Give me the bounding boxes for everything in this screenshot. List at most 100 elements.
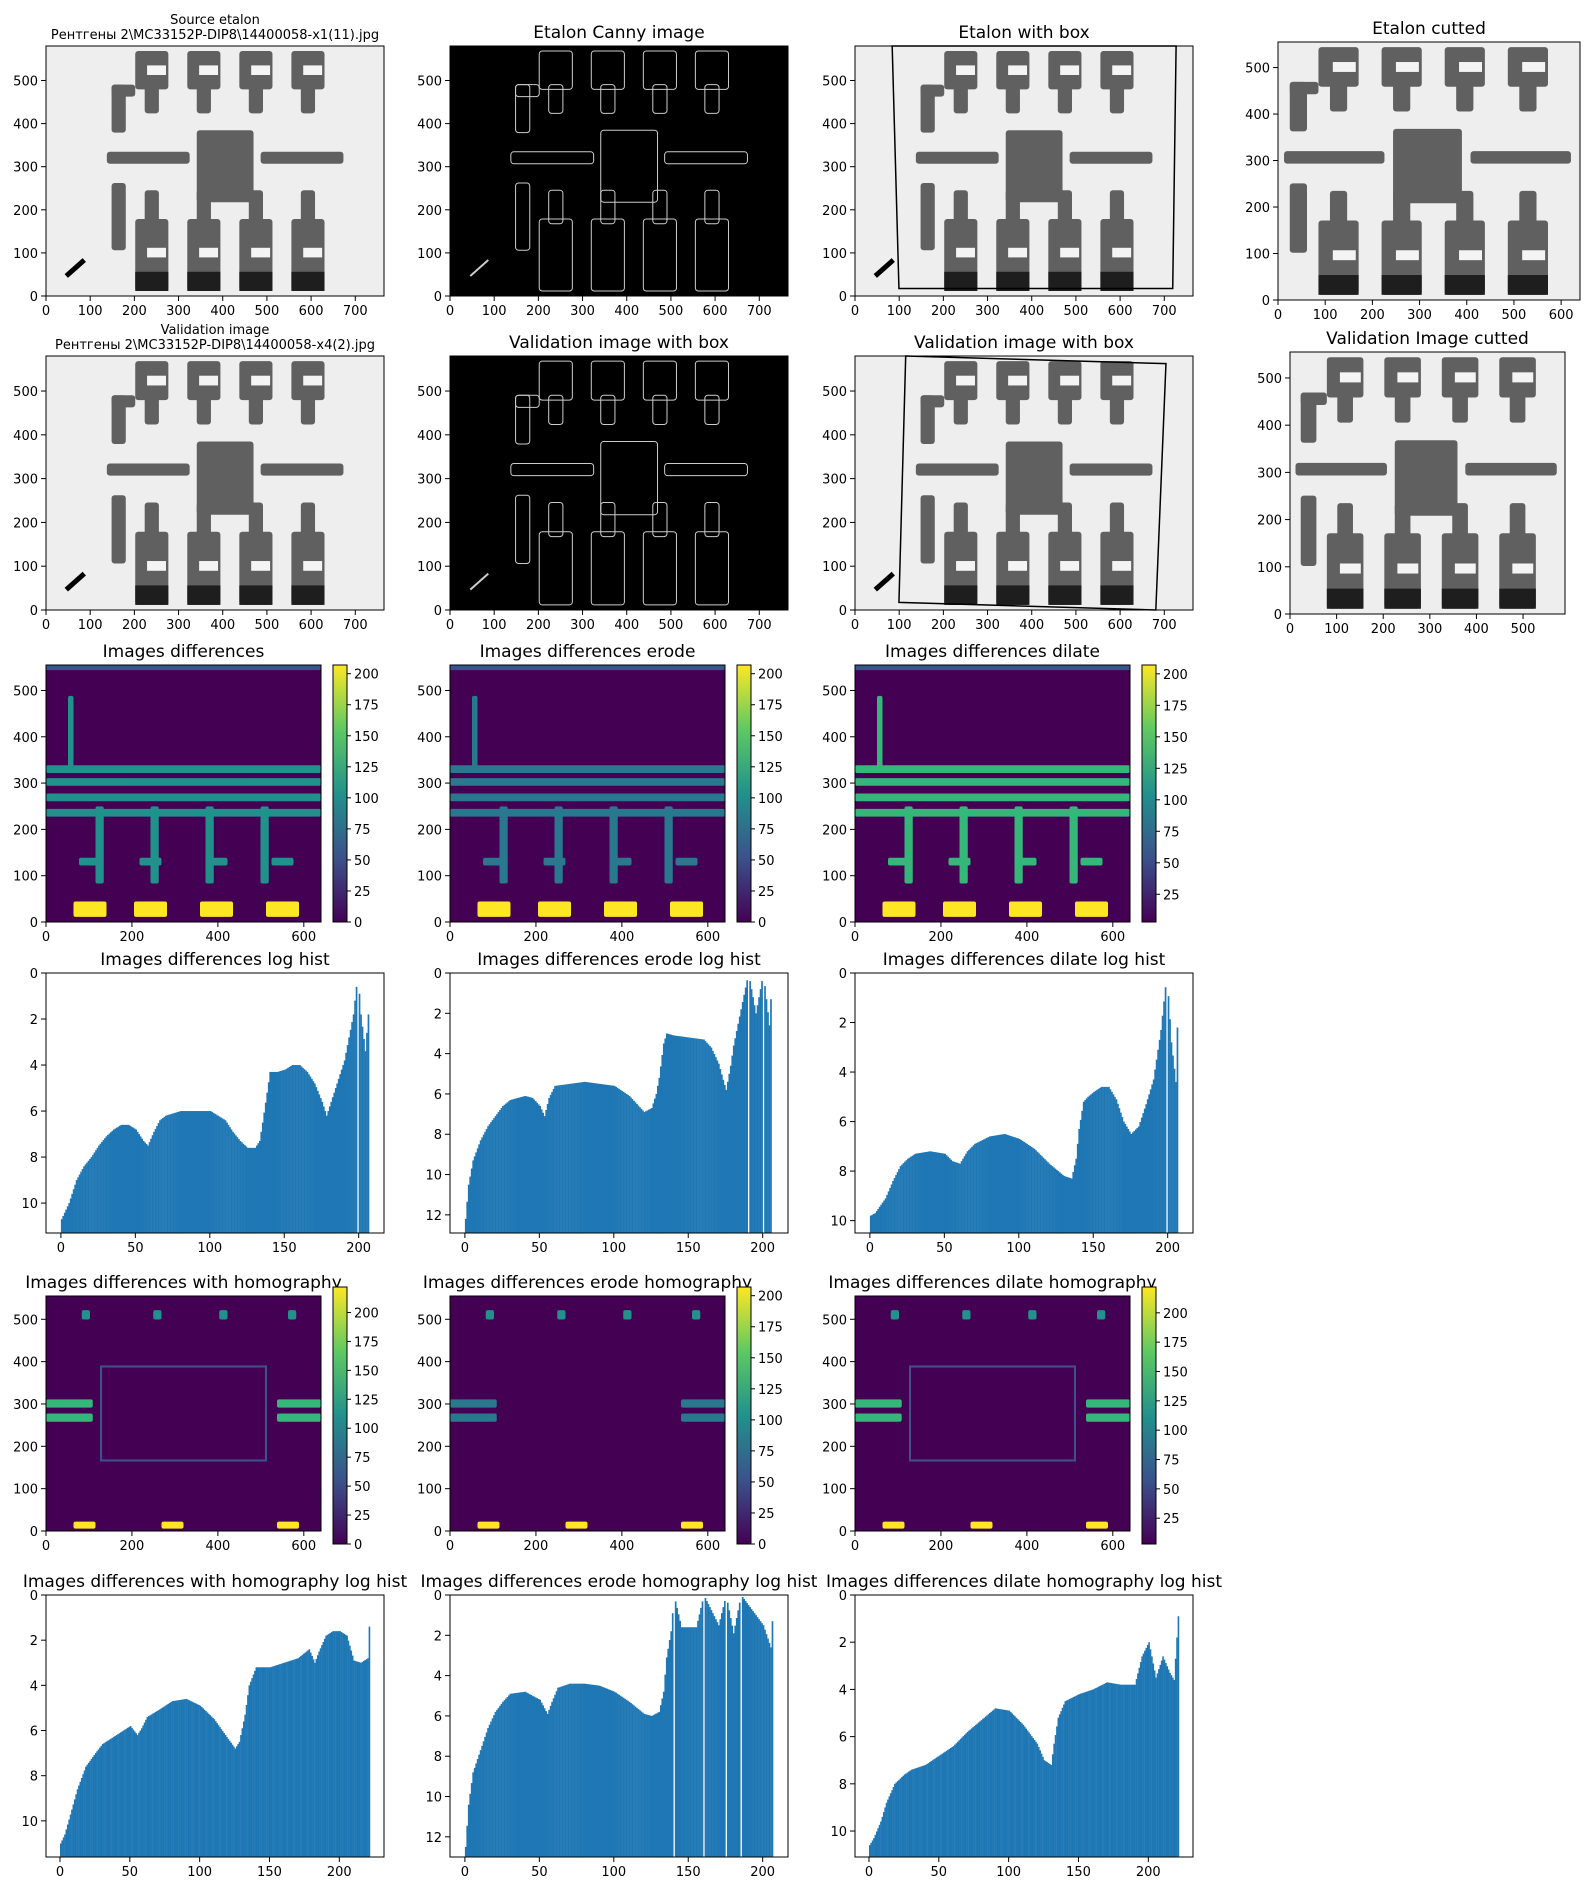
histogram-bar <box>910 1156 912 1233</box>
x-tick-label: 500 <box>255 618 280 633</box>
histogram-bar <box>1032 1738 1034 1857</box>
x-tick-label: 150 <box>257 1865 282 1880</box>
histogram-bar <box>1120 1112 1122 1233</box>
histogram-bar <box>962 1158 964 1233</box>
foot-difference <box>565 1521 588 1529</box>
top-lead-neck <box>600 394 616 425</box>
histogram-bar <box>353 1660 355 1857</box>
histogram-bar <box>557 1687 559 1857</box>
histogram-bar <box>1117 1684 1120 1857</box>
histogram-bar <box>1087 1096 1089 1233</box>
histogram-bar <box>331 1097 334 1233</box>
histogram-bar <box>948 1748 951 1857</box>
histogram-bar <box>984 1716 987 1857</box>
panel-source-etalon: 0 100 200 300 400 500 600 7000100200300400500So… <box>13 13 385 319</box>
histogram-bar <box>325 1635 327 1857</box>
histogram-bar <box>749 981 751 1233</box>
die-pad <box>1005 441 1063 515</box>
histogram-bar <box>215 1114 218 1233</box>
histogram-bar <box>688 1037 690 1233</box>
histogram-bar <box>1103 1086 1106 1233</box>
y-tick-label: 300 <box>822 1398 847 1413</box>
x-tick-label: 400 <box>210 304 235 319</box>
y-tick-label: 200 <box>1245 201 1270 216</box>
histogram-bar <box>986 1137 988 1233</box>
y-tick-label: 300 <box>822 777 847 792</box>
bottom-lead-neck <box>1329 190 1348 226</box>
histogram-bar <box>716 1622 719 1857</box>
histogram-bar <box>903 1774 906 1857</box>
histogram-bar <box>464 1846 467 1857</box>
histogram-bar <box>301 1654 304 1857</box>
left-frame-bottom <box>515 182 531 251</box>
y-tick-label: 6 <box>839 1116 847 1131</box>
lead-hole <box>303 65 323 75</box>
histogram-bar <box>303 1069 306 1233</box>
histogram-bar <box>586 1684 589 1857</box>
histogram-bar <box>1011 1136 1014 1233</box>
y-tick-label: 4 <box>434 1048 442 1063</box>
histogram-bar <box>1057 1717 1060 1857</box>
histogram-bar <box>560 1085 562 1233</box>
histogram-bar <box>496 1114 498 1233</box>
lead-difference <box>205 806 214 884</box>
bottom-lead-neck <box>652 502 668 538</box>
histogram-bar <box>1032 1147 1034 1233</box>
histogram-bar <box>872 1214 875 1233</box>
top-lead-neck <box>196 395 211 425</box>
histogram-bar <box>1151 1084 1153 1233</box>
panel-validation: 0 100 200 300 400 500 600 7000100200300400500Va… <box>13 323 385 633</box>
histogram-bar <box>698 1614 701 1857</box>
chip-drawing <box>106 361 344 605</box>
histogram-bar <box>1102 1086 1104 1233</box>
chip-drawing <box>510 360 748 606</box>
histogram-bar <box>1058 1172 1061 1233</box>
histogram-bar <box>120 1732 122 1857</box>
x-tick-label: 300 <box>166 304 191 319</box>
histogram-bar <box>1084 1100 1086 1233</box>
histogram-bar <box>670 1631 673 1857</box>
arrow-icon <box>873 258 895 278</box>
histogram-bar <box>1153 1670 1156 1857</box>
histogram-bar <box>305 1070 307 1233</box>
histogram-bar <box>935 1152 938 1233</box>
histogram-bar <box>111 1130 114 1233</box>
histogram-bar <box>517 1097 519 1233</box>
histogram-bar <box>178 1111 181 1233</box>
histogram-bar <box>323 1638 326 1857</box>
x-tick-label: 500 <box>659 304 684 319</box>
histogram-bar <box>567 1684 570 1857</box>
histogram-bar <box>1049 1764 1051 1857</box>
lead-foot <box>291 271 325 291</box>
histogram-bar <box>768 1642 771 1857</box>
lead-hole <box>1060 65 1080 75</box>
histogram-bar <box>491 1120 494 1233</box>
histogram-bar <box>694 1627 696 1857</box>
histogram-bar <box>1115 1099 1118 1233</box>
histogram-bar <box>913 1768 916 1857</box>
colorbar <box>736 664 752 923</box>
lead-hole <box>1112 65 1132 75</box>
histogram-bar <box>151 1135 154 1233</box>
histogram-bar <box>749 1607 751 1857</box>
histogram-bar <box>741 1002 744 1233</box>
histogram-bar <box>1085 1098 1088 1233</box>
histogram-bar <box>251 1678 253 1857</box>
histogram-bar <box>154 1128 157 1233</box>
lead-foot <box>1441 588 1479 609</box>
colorbar-tick-label: 50 <box>758 1476 775 1491</box>
histogram-bar <box>1114 1096 1116 1233</box>
histogram-bar <box>185 1111 188 1233</box>
histogram-bar <box>515 1098 518 1233</box>
histogram-bar <box>972 1727 974 1857</box>
histogram-bar <box>570 1083 573 1233</box>
histogram-bar <box>1006 1134 1009 1233</box>
histogram-bar <box>467 1804 470 1857</box>
histogram-bar <box>1075 1695 1078 1857</box>
colorbar-tick-label: 175 <box>758 699 783 714</box>
histogram-bar <box>76 1789 79 1857</box>
histogram-bar <box>340 1632 343 1857</box>
histogram-bar <box>1176 1637 1178 1857</box>
histogram-bar <box>1174 1658 1177 1857</box>
histogram-bar <box>118 1125 121 1233</box>
